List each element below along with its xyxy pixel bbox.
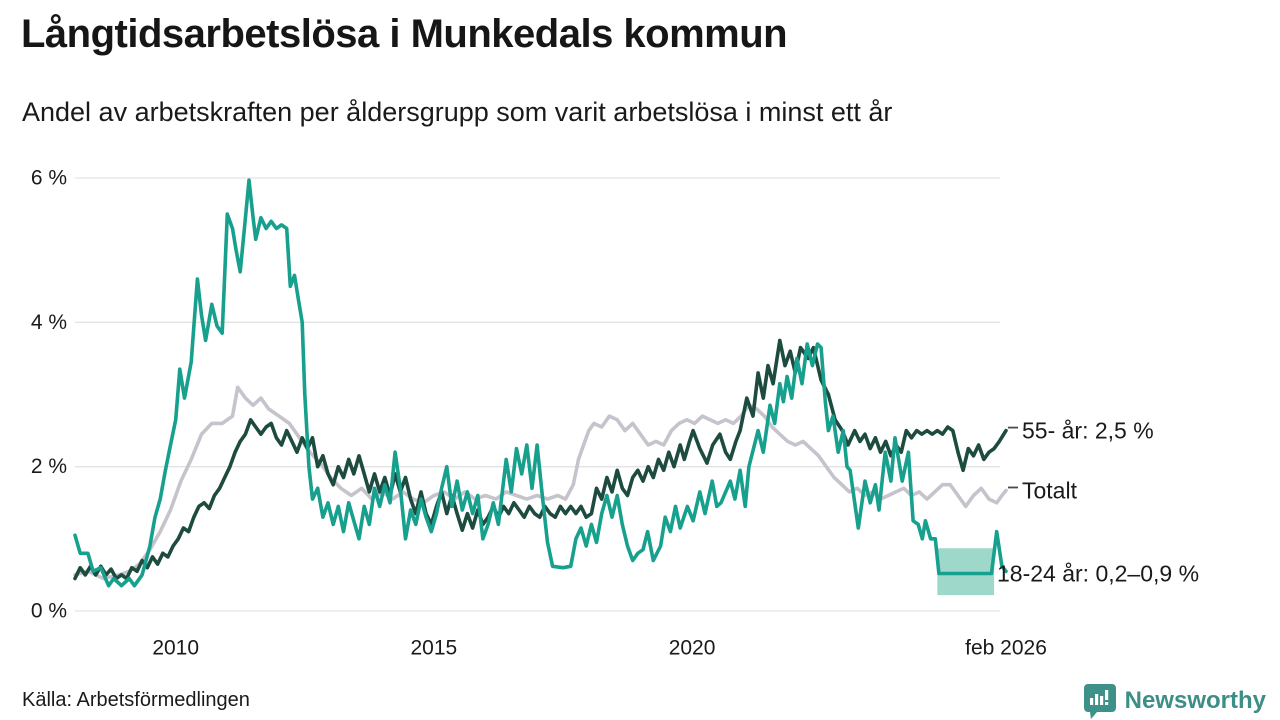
series-line-18-24-r xyxy=(73,178,1008,588)
forecast-band xyxy=(937,548,995,596)
x-tick-label-2020: 2020 xyxy=(669,637,716,660)
source-caption: Källa: Arbetsförmedlingen xyxy=(22,689,250,711)
newsworthy-brand: Newsworthy xyxy=(1083,683,1266,719)
annotation-label-55-r-2-5: 55- år: 2,5 % xyxy=(1022,418,1154,444)
annotation-label-18-24-r-0-2-0-9: 18-24 år: 0,2–0,9 % xyxy=(997,560,1199,586)
newsworthy-wordmark: Newsworthy xyxy=(1124,687,1266,714)
y-tick-label-2: 2 % xyxy=(31,455,67,478)
x-tick-label-2010: 2010 xyxy=(152,637,199,660)
x-tick-label-feb-2026: feb 2026 xyxy=(965,637,1047,660)
newsworthy-logo-icon xyxy=(1083,683,1117,719)
page-title: Långtidsarbetslösa i Munkedals kommun xyxy=(21,12,788,56)
y-tick-label-6: 6 % xyxy=(31,167,67,190)
y-tick-label-0: 0 % xyxy=(31,600,67,623)
series-line-55-r xyxy=(73,338,1008,581)
annotation-label-totalt: Totalt xyxy=(1022,477,1078,503)
page-subtitle: Andel av arbetskraften per åldersgrupp s… xyxy=(22,97,893,127)
y-tick-label-4: 4 % xyxy=(31,311,67,334)
x-tick-label-2015: 2015 xyxy=(411,637,458,660)
